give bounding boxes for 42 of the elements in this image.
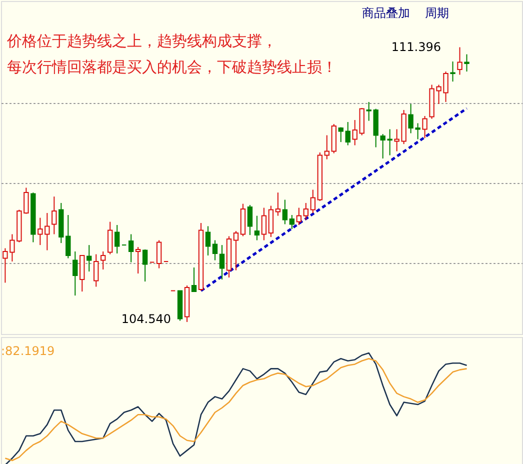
- candlestick: [114, 224, 120, 254]
- candlestick: [66, 214, 71, 259]
- annotation: 111.396: [391, 40, 441, 54]
- candlestick: [352, 120, 358, 146]
- annotation: 104.540: [121, 312, 171, 326]
- candlestick: [86, 244, 92, 272]
- candlestick: [457, 46, 462, 76]
- candlestick: [100, 250, 106, 270]
- annotation: 每次行情回落都是买入的机会，下破趋势线止损！: [7, 58, 337, 76]
- candlestick: [212, 240, 218, 261]
- candlestick: [107, 221, 113, 255]
- candlestick: [282, 199, 288, 225]
- candlestick: [219, 244, 225, 280]
- candlestick: [233, 230, 239, 271]
- candlestick: [450, 61, 456, 82]
- candlestick: [156, 240, 162, 269]
- candlestick: [128, 234, 134, 263]
- candlestick: [52, 196, 57, 235]
- candlestick: [247, 204, 253, 236]
- candlestick: [94, 254, 99, 288]
- candlestick: [464, 54, 470, 72]
- candlestick: [254, 215, 260, 241]
- candlestick: [338, 126, 344, 143]
- candlestick: [268, 205, 274, 238]
- annotation: 价格位于趋势线之上，趋势线构成支撑，: [6, 32, 277, 50]
- candlestick: [303, 202, 309, 220]
- candlestick: [191, 266, 197, 292]
- candlestick: [324, 134, 330, 160]
- candlestick: [289, 214, 295, 230]
- candlestick: [310, 189, 316, 214]
- annotation: :82.1919: [1, 344, 55, 358]
- candlestick: [345, 122, 350, 146]
- candlestick: [261, 207, 267, 241]
- annotation: 商品叠加: [362, 6, 410, 20]
- annotation: 周期: [425, 6, 449, 20]
- candlestick: [72, 250, 78, 296]
- candlestick: [205, 226, 211, 256]
- candlestick: [275, 192, 281, 216]
- candlestick: [422, 116, 428, 139]
- candlestick: [296, 207, 302, 226]
- candlestick: [135, 246, 141, 274]
- candlestick: [142, 248, 148, 282]
